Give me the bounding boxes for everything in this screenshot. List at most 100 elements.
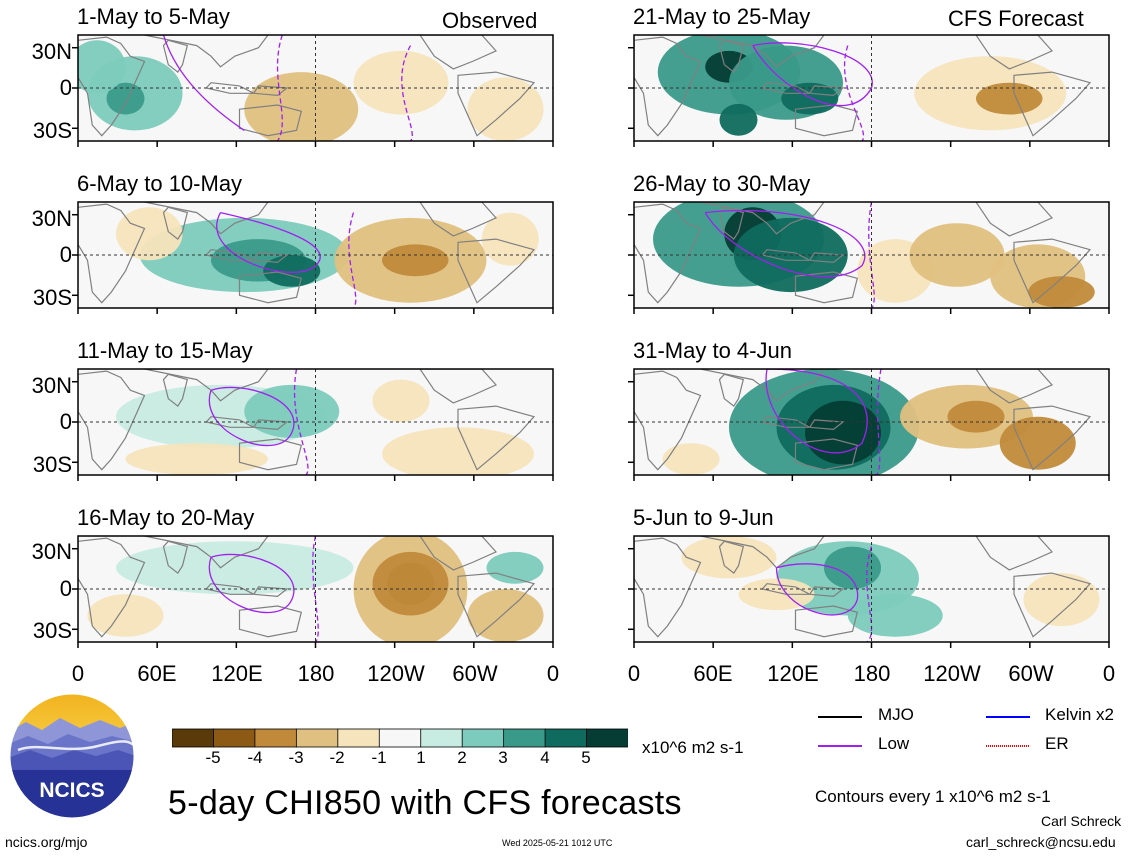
- contour-line: [276, 35, 283, 141]
- contour-line: [752, 42, 873, 107]
- colorbar-ticks: -5 -4 -3 -2 -1 1 2 3 4 5: [0, 748, 1135, 770]
- map-panel-R3: [628, 535, 1110, 648]
- lon-label-0-end: 0: [1102, 661, 1116, 686]
- lon-label-60w: 60W: [1008, 661, 1054, 686]
- anomaly-region: [382, 427, 534, 475]
- coastline: [78, 370, 146, 471]
- anomaly-region: [116, 207, 183, 261]
- logo-text: NCICS: [39, 779, 104, 802]
- coastline: [794, 271, 859, 304]
- coastline: [761, 249, 845, 264]
- anomaly-region: [467, 77, 544, 141]
- coastline: [238, 605, 303, 638]
- colorbar-bin: [461, 728, 505, 748]
- contour-line: [293, 369, 309, 475]
- colorbar-bin: [420, 728, 463, 748]
- anomaly-region: [244, 384, 340, 438]
- anomaly-region: [486, 551, 544, 584]
- coastline: [457, 572, 536, 638]
- coastline: [975, 35, 1053, 70]
- colorbar-tick: -2: [329, 748, 345, 767]
- lat-label-eq: 0: [59, 242, 72, 267]
- coastline: [419, 369, 497, 404]
- coastline: [162, 373, 189, 407]
- coastline: [457, 71, 536, 137]
- colorbar-bin: [213, 728, 256, 748]
- anomaly-region: [78, 40, 126, 94]
- coastline: [144, 536, 269, 569]
- colorbar-tick: -3: [288, 748, 304, 767]
- colorbar-bin: [378, 728, 422, 748]
- coastline: [205, 249, 289, 264]
- colorbar-tick: -1: [371, 748, 387, 767]
- coastline: [975, 369, 1053, 404]
- coastline: [634, 203, 702, 304]
- legend-label-er: ER: [1045, 734, 1069, 753]
- contour-line: [208, 553, 295, 614]
- coastline: [162, 39, 189, 73]
- lon-label-180: 180: [853, 661, 891, 686]
- map-panel-R2: [628, 368, 1110, 481]
- lon-label-180: 180: [297, 661, 335, 686]
- coastline: [78, 36, 146, 137]
- lat-label-30n: 30N: [31, 39, 72, 64]
- coastline: [1013, 572, 1092, 638]
- colorbar-bin: [586, 728, 628, 748]
- panel-title-left-4: 16-May to 20-May: [77, 505, 255, 530]
- coastline: [1013, 71, 1092, 137]
- observed-label: Observed: [442, 8, 538, 33]
- colorbar-tick: 4: [540, 748, 550, 767]
- coastline: [419, 202, 497, 237]
- map-panel-L3: [72, 535, 554, 648]
- coastline: [975, 202, 1053, 237]
- coastline: [761, 583, 845, 598]
- coastline: [975, 536, 1053, 571]
- map-panel-L1: [72, 201, 554, 314]
- anomaly-region: [106, 82, 145, 115]
- coastline: [718, 373, 745, 407]
- contour-line: [866, 546, 873, 642]
- coastline: [700, 536, 825, 569]
- colorbar-bin: [544, 728, 588, 748]
- colorbar: [172, 728, 628, 748]
- panel-title-right-1: 21-May to 25-May: [633, 4, 811, 29]
- contours-note: Contours every 1 x10^6 m2 s-1: [815, 787, 1051, 806]
- anomaly-region: [847, 594, 943, 637]
- site-url[interactable]: ncics.org/mjo: [5, 834, 88, 850]
- anomaly-region: [125, 443, 268, 475]
- anomaly-region: [1028, 276, 1095, 308]
- contour-line: [348, 212, 357, 308]
- coastline: [634, 36, 702, 137]
- colorbar-tick: -5: [205, 748, 221, 767]
- coastline: [634, 537, 702, 638]
- lat-label-30n: 30N: [31, 373, 72, 398]
- anomaly-region: [909, 223, 1005, 287]
- contour-line: [843, 45, 865, 141]
- coastline: [238, 271, 303, 304]
- contour-line: [765, 369, 868, 454]
- anomaly-region: [662, 443, 720, 475]
- anomaly-region: [87, 594, 164, 637]
- coastline: [761, 416, 845, 431]
- coastline: [1013, 405, 1092, 471]
- coastline: [162, 206, 189, 240]
- coastline: [700, 35, 825, 68]
- coastline: [78, 537, 146, 638]
- colorbar-tick: 2: [457, 748, 467, 767]
- anomaly-region: [999, 416, 1076, 470]
- legend-label-kelvin: Kelvin x2: [1045, 705, 1114, 724]
- map-panel-R1: [628, 201, 1110, 314]
- coastline: [144, 369, 269, 402]
- lat-label-30s: 30S: [32, 118, 72, 143]
- panel-title-left-1: 1-May to 5-May: [77, 4, 230, 29]
- legend-label-low: Low: [878, 734, 910, 753]
- author-email[interactable]: carl_schreck@ncsu.edu: [966, 834, 1116, 850]
- map-panel-R0: [628, 34, 1110, 147]
- colorbar-bin: [295, 728, 339, 748]
- anomaly-region: [719, 103, 758, 136]
- coastline: [238, 104, 303, 137]
- colorbar-tick: 1: [416, 748, 426, 767]
- coastline: [205, 583, 289, 598]
- coastline: [238, 438, 303, 471]
- lon-label-120w: 120W: [367, 661, 425, 686]
